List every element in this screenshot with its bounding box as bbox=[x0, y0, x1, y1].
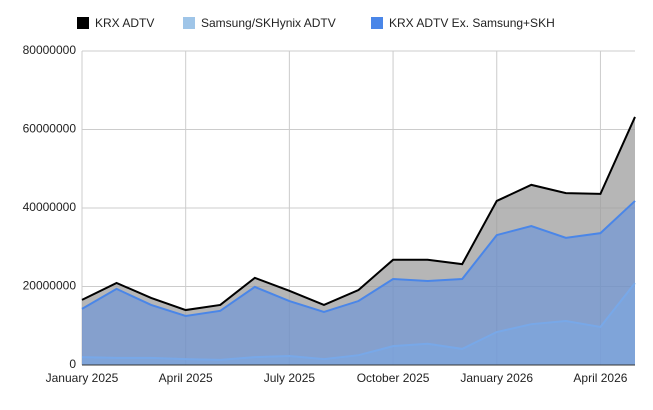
legend-label: KRX ADTV bbox=[95, 16, 154, 30]
y-tick-label: 60000000 bbox=[23, 122, 77, 136]
line bbox=[81, 116, 636, 312]
area bbox=[82, 282, 635, 365]
y-tick-label: 40000000 bbox=[23, 200, 77, 214]
line bbox=[81, 282, 636, 361]
x-tick-label: January 2025 bbox=[46, 371, 119, 385]
legend-label: Samsung/SKHynix ADTV bbox=[201, 16, 336, 30]
y-tick-label: 20000000 bbox=[23, 279, 77, 293]
legend-swatch bbox=[77, 17, 89, 29]
x-tick-label: July 2025 bbox=[264, 371, 316, 385]
x-tick-label: April 2025 bbox=[159, 371, 213, 385]
line bbox=[81, 200, 636, 317]
legend-swatch bbox=[183, 17, 195, 29]
legend-label: KRX ADTV Ex. Samsung+SKH bbox=[389, 16, 555, 30]
area bbox=[82, 116, 635, 365]
y-tick-label: 0 bbox=[69, 357, 76, 371]
x-tick-label: October 2025 bbox=[357, 371, 430, 385]
area bbox=[82, 200, 635, 365]
y-tick-label: 80000000 bbox=[23, 43, 77, 57]
x-tick-label: April 2026 bbox=[573, 371, 627, 385]
legend-swatch bbox=[371, 17, 383, 29]
x-tick-label: January 2026 bbox=[460, 371, 533, 385]
